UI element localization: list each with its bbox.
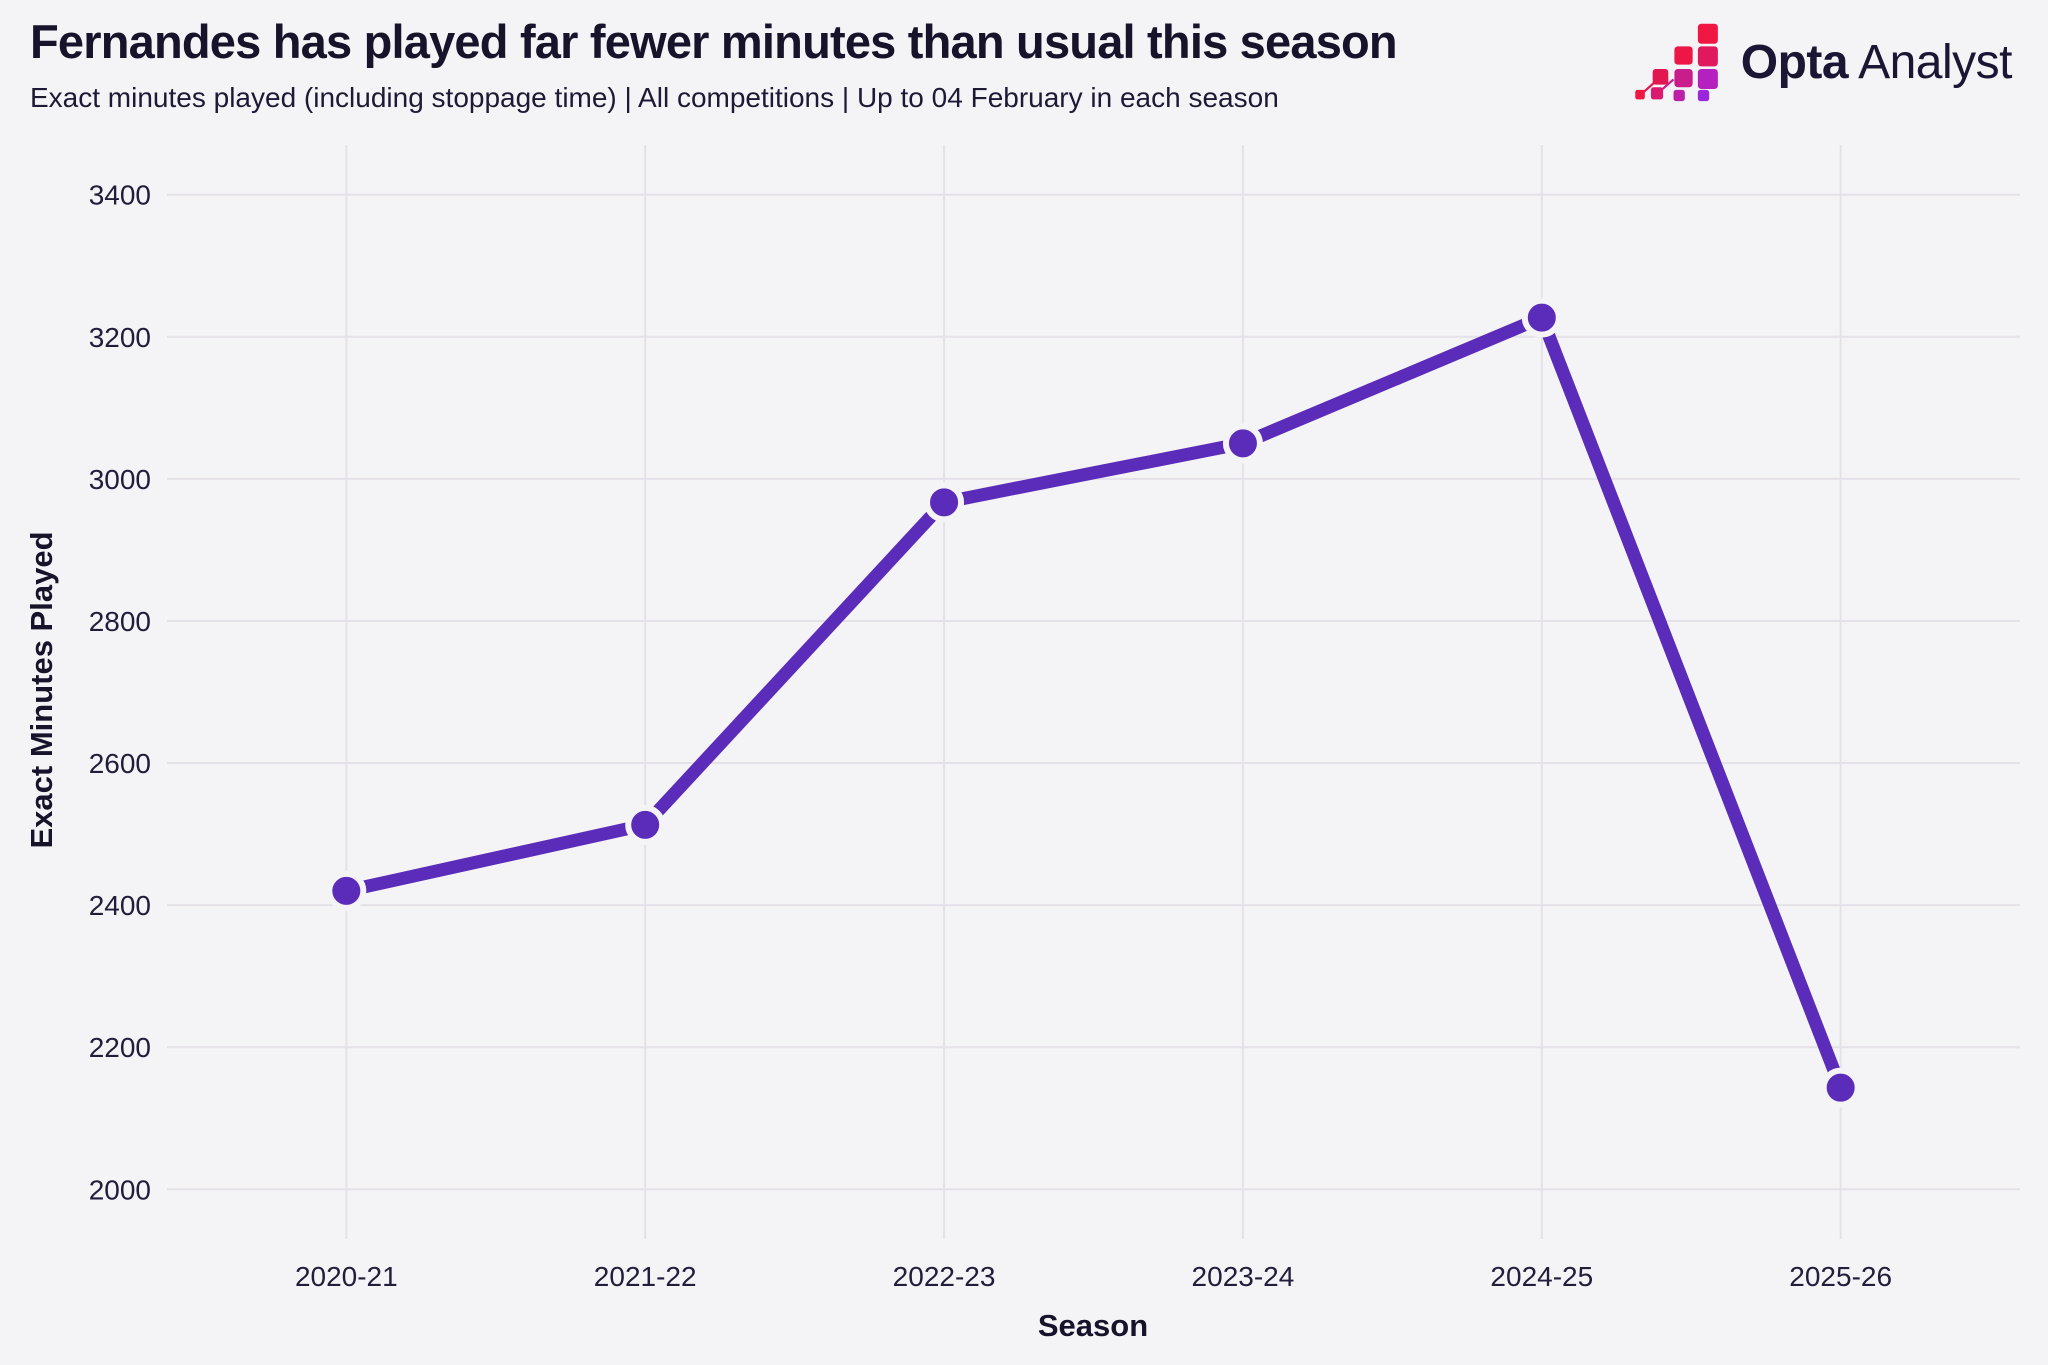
x-tick-label: 2020-21 bbox=[295, 1261, 398, 1292]
logo-suffix: Analyst bbox=[1858, 35, 2012, 89]
y-tick-label: 2200 bbox=[89, 1032, 151, 1063]
opta-logo-icon bbox=[1635, 23, 1718, 102]
x-tick-label: 2022-23 bbox=[893, 1261, 996, 1292]
data-point bbox=[326, 870, 367, 911]
chart-title: Fernandes has played far fewer minutes t… bbox=[30, 15, 1398, 68]
x-axis-title: Season bbox=[1037, 1308, 1149, 1343]
y-tick-label: 3000 bbox=[89, 464, 151, 495]
chart-subtitle: Exact minutes played (including stoppage… bbox=[30, 82, 1279, 113]
data-point bbox=[625, 804, 666, 845]
y-tick-label: 2800 bbox=[89, 606, 151, 637]
data-point bbox=[1820, 1067, 1861, 1108]
data-point bbox=[1521, 297, 1562, 338]
y-tick-label: 2400 bbox=[89, 890, 151, 921]
x-tick-label: 2024-25 bbox=[1490, 1261, 1593, 1292]
opta-logo-text: Opta Analyst bbox=[1740, 35, 2013, 90]
opta-analyst-logo: Opta Analyst bbox=[1629, 22, 2012, 102]
y-tick-label: 2000 bbox=[89, 1174, 151, 1205]
data-point bbox=[1222, 423, 1263, 464]
x-tick-label: 2025-26 bbox=[1789, 1261, 1892, 1292]
series-line bbox=[339, 311, 1848, 1095]
logo-brand: Opta bbox=[1740, 35, 1849, 89]
y-tick-label: 2600 bbox=[89, 748, 151, 779]
x-tick-label: 2021-22 bbox=[594, 1261, 697, 1292]
y-tick-label: 3400 bbox=[89, 180, 151, 211]
x-tick-label: 2023-24 bbox=[1192, 1261, 1295, 1292]
y-tick-label: 3200 bbox=[89, 322, 151, 353]
data-point bbox=[924, 482, 965, 523]
